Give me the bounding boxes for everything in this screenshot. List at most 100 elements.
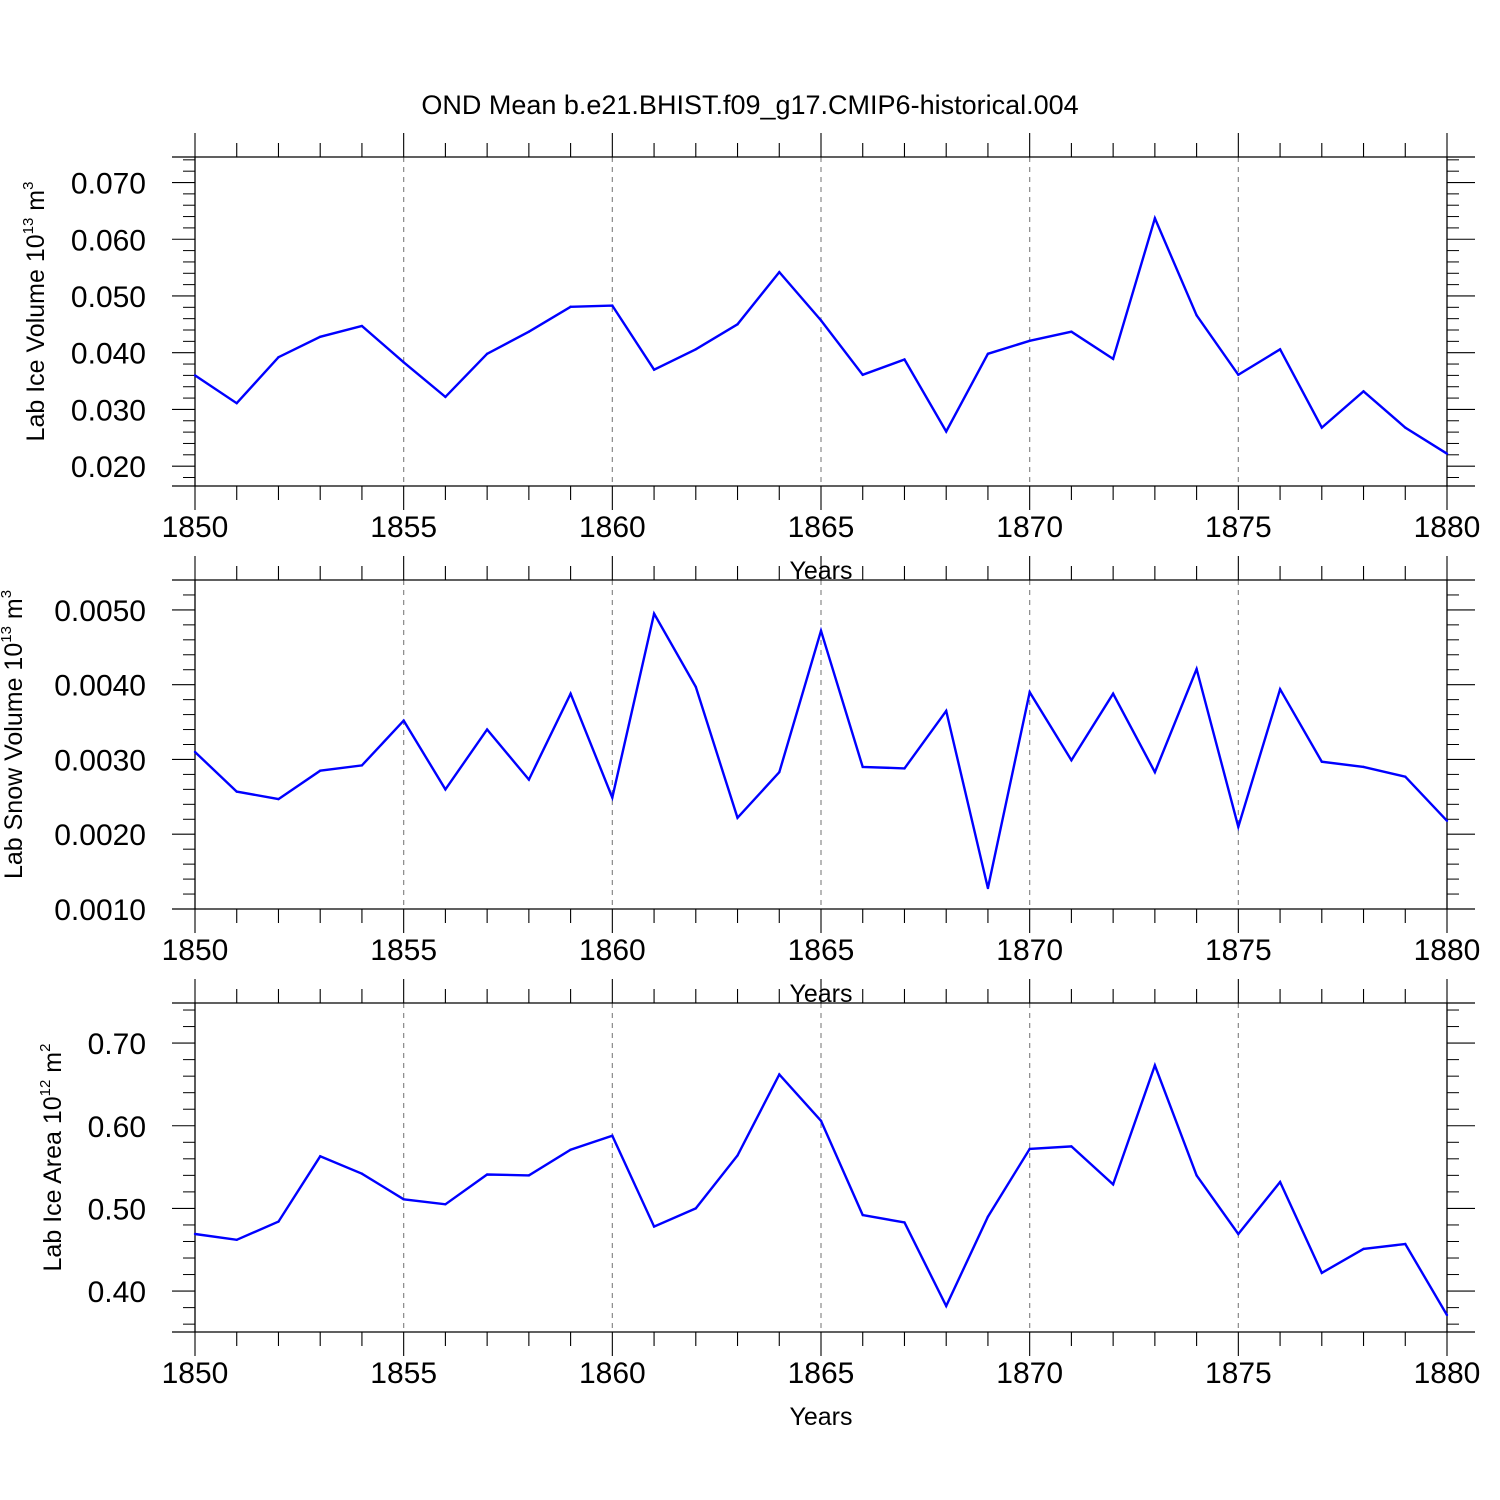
data-point (277, 1220, 280, 1223)
y-tick-label: 0.050 (71, 281, 146, 314)
data-point (1278, 1180, 1282, 1184)
data-point (527, 1174, 531, 1177)
data-point (903, 358, 906, 361)
data-point (1320, 1271, 1324, 1275)
y-tick-label: 0.0050 (54, 595, 146, 628)
x-tick-label: 1870 (996, 1357, 1063, 1390)
data-point (736, 1154, 739, 1157)
data-point (1445, 819, 1449, 822)
data-point (611, 1134, 614, 1137)
data-point (1195, 314, 1198, 317)
data-point (1237, 1232, 1240, 1236)
data-point (193, 374, 197, 377)
y-tick-label: 0.0020 (54, 819, 146, 852)
panel-1: 0.020 0.030 0.040 0.050 0.060 0.070 1850 1855 18… (20, 133, 1480, 585)
chart-title: OND Mean b.e21.BHIST.f09_g17.CMIP6-histo… (421, 90, 1079, 120)
x-tick-label: 1860 (579, 511, 646, 544)
x-axis-title: Years (789, 1403, 852, 1431)
data-point (319, 1155, 322, 1158)
data-point (652, 368, 656, 371)
data-point (1111, 692, 1115, 695)
data-point (945, 1304, 948, 1308)
data-point (444, 1203, 447, 1206)
data-point (360, 764, 364, 767)
y-tick-label: 0.040 (71, 338, 146, 371)
data-point (193, 1232, 197, 1236)
data-point (903, 767, 906, 770)
data-point (569, 692, 572, 695)
data-point (1362, 390, 1365, 393)
data-point (1445, 452, 1449, 455)
data-point (778, 1073, 781, 1076)
x-tick-label: 1880 (1414, 934, 1481, 967)
x-tick-label: 1855 (370, 1357, 437, 1390)
data-point (778, 270, 781, 274)
data-point (1195, 667, 1198, 671)
data-point (1237, 373, 1240, 377)
data-point (778, 770, 781, 774)
data-point (235, 401, 238, 405)
y-tick-label: 0.0030 (54, 744, 146, 777)
data-point (819, 1119, 823, 1122)
data-point (1320, 426, 1324, 429)
y-axis-title: Lab Ice Area 1012 m2 (37, 1044, 67, 1272)
data-point (945, 430, 948, 433)
data-point (1404, 775, 1407, 778)
data-point (694, 1207, 697, 1210)
x-tick-label: 1875 (1205, 934, 1272, 967)
data-point (736, 323, 739, 326)
data-point (402, 719, 405, 722)
x-tick-label: 1855 (370, 511, 437, 544)
data-point (527, 330, 531, 333)
data-point (527, 778, 531, 781)
x-tick-label: 1875 (1205, 511, 1272, 544)
x-tick-label: 1850 (162, 934, 229, 967)
x-tick-label: 1865 (788, 1357, 855, 1390)
data-point (485, 352, 489, 356)
y-tick-label: 0.030 (71, 394, 146, 427)
data-point (861, 765, 864, 769)
data-point (360, 1172, 364, 1175)
x-tick-label: 1855 (370, 934, 437, 967)
data-point (1070, 1145, 1073, 1148)
x-tick-label: 1880 (1414, 1357, 1481, 1390)
data-point (819, 629, 823, 633)
x-tick-label: 1870 (996, 511, 1063, 544)
data-point (1153, 1064, 1157, 1067)
data-point (569, 305, 572, 308)
data-point (1028, 690, 1031, 694)
data-point (360, 324, 364, 328)
data-point (1237, 825, 1240, 828)
data-point (485, 1173, 489, 1176)
data-point (1070, 759, 1073, 762)
data-point (652, 1225, 656, 1228)
y-tick-label: 0.60 (88, 1111, 146, 1144)
data-point (652, 612, 656, 615)
y-tick-label: 0.060 (71, 224, 146, 257)
x-tick-label: 1870 (996, 934, 1063, 967)
data-point (819, 319, 823, 322)
data-point (235, 790, 238, 793)
panel-3: 0.40 0.50 0.60 0.70 1850 1855 1860 1865 1870 1875… (37, 979, 1480, 1431)
x-tick-label: 1860 (579, 1357, 646, 1390)
data-point (861, 1213, 864, 1217)
data-point (1111, 357, 1115, 361)
y-axis-title: Lab Snow Volume 1013 m3 (0, 590, 28, 879)
x-tick-label: 1865 (788, 934, 855, 967)
data-point (903, 1221, 906, 1224)
data-point (1362, 765, 1365, 769)
data-point (611, 304, 614, 307)
x-tick-label: 1860 (579, 934, 646, 967)
data-point (736, 816, 739, 819)
data-point (193, 750, 197, 754)
data-point (277, 356, 280, 359)
data-point (1320, 760, 1324, 763)
y-tick-label: 0.40 (88, 1276, 146, 1309)
data-point (1362, 1247, 1365, 1251)
data-point (945, 709, 948, 713)
y-axis-title: Lab Ice Volume 1013 m3 (20, 182, 50, 442)
data-point (1195, 1174, 1198, 1177)
data-point (1028, 339, 1031, 342)
x-tick-label: 1880 (1414, 511, 1481, 544)
